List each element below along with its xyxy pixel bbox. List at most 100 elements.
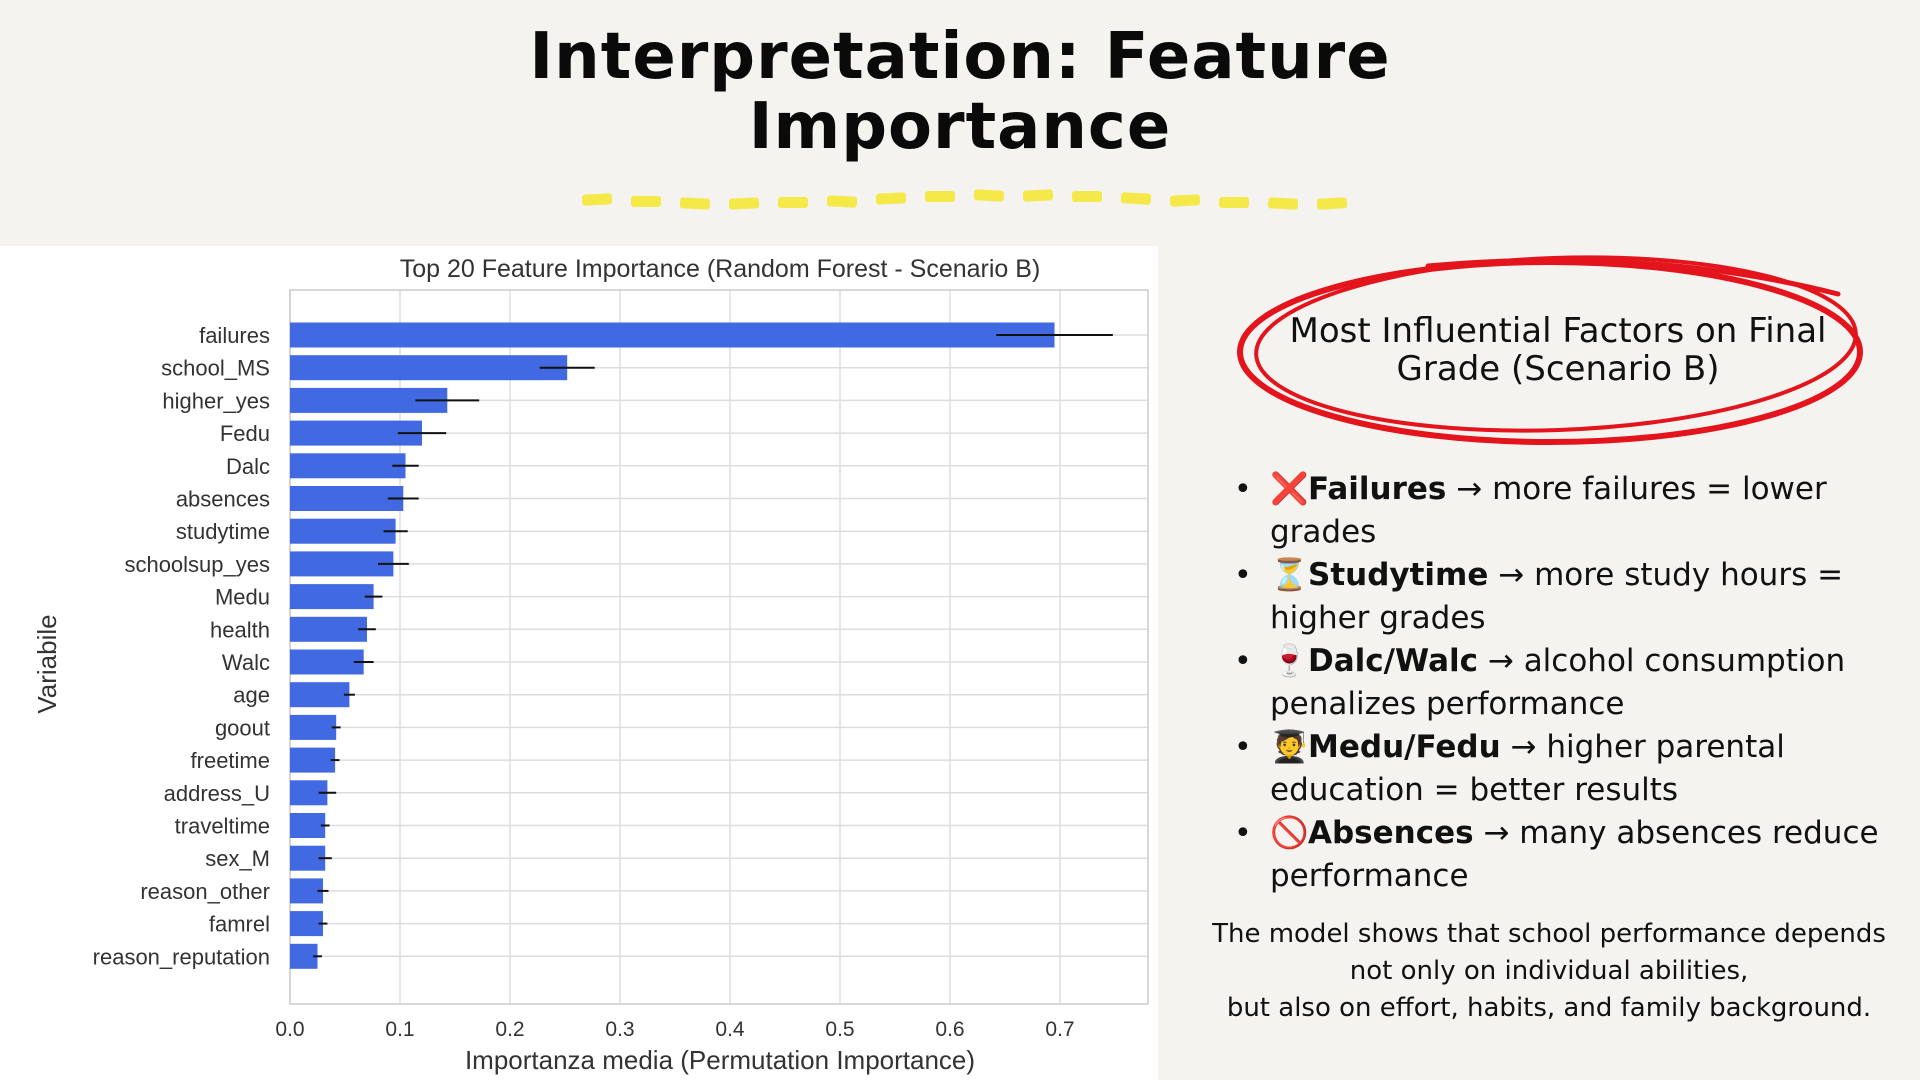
y-tick-label: goout: [215, 715, 270, 740]
hourglass-icon: ⏳: [1270, 557, 1309, 593]
title-underline: [581, 189, 1348, 210]
bar-Dalc: [290, 453, 406, 479]
x-tick-label: 0.7: [1045, 1018, 1074, 1041]
x-tick-label: 0.3: [605, 1018, 634, 1041]
key-point-text: → alcohol consumption penalizes performa…: [1270, 643, 1846, 722]
summary-line: not only on individual abilities,: [1349, 956, 1749, 986]
callout-heading: Most Influential Factors on Final Grade …: [1289, 311, 1827, 389]
underline-dash: [1022, 189, 1054, 202]
underline-dash: [1072, 191, 1102, 202]
y-tick-label: absences: [176, 487, 270, 512]
summary-line: The model shows that school performance …: [1212, 919, 1886, 949]
key-point-term: Medu/Fedu: [1308, 729, 1501, 765]
red-circle-scribble: [1237, 255, 1863, 445]
y-tick-labels: failures school_MS higher_yes Fedu Dalc absen…: [93, 323, 270, 969]
y-tick-label: failures: [199, 323, 270, 348]
underline-dash: [1219, 197, 1249, 208]
y-tick-label: address_U: [164, 781, 270, 806]
y-tick-label: studytime: [176, 519, 270, 544]
underline-dash: [778, 197, 808, 208]
key-point-text: → higher parental education = better res…: [1270, 729, 1785, 808]
key-point-term: Studytime: [1308, 557, 1489, 593]
underline-dash: [631, 196, 661, 207]
y-tick-label: freetime: [191, 748, 270, 773]
y-tick-label: schoolsup_yes: [124, 552, 270, 577]
underline-dash: [973, 189, 1005, 202]
y-tick-label: reason_other: [140, 879, 270, 904]
underline-dash: [1267, 197, 1299, 210]
key-points-list: • ❌Failures → more failures = lower grade…: [1234, 468, 1894, 898]
y-tick-label: famrel: [209, 912, 270, 937]
bullet-dot: •: [1234, 558, 1252, 593]
y-tick-label: health: [210, 617, 270, 642]
y-tick-label: school_MS: [161, 356, 270, 381]
y-axis-label: Variabile: [32, 614, 62, 713]
plot-frame: [289, 289, 1149, 1005]
underline-dash: [875, 192, 907, 205]
x-tick-label: 0.0: [275, 1018, 304, 1041]
bar-traveltime: [290, 813, 326, 838]
bullet-dot: •: [1234, 730, 1252, 765]
y-tick-label: traveltime: [175, 814, 270, 839]
x-tick-label: 0.5: [825, 1018, 854, 1041]
prohibited-icon: 🚫: [1270, 815, 1309, 851]
x-tick-label: 0.6: [935, 1018, 964, 1041]
bar-health: [290, 616, 367, 642]
chart-canvas: Top 20 Feature Importance (Random Forest…: [32, 255, 1149, 1075]
key-point-term: Failures: [1308, 471, 1447, 507]
wine-glass-icon: 🍷: [1270, 643, 1309, 679]
y-tick-label: reason_reputation: [93, 944, 270, 969]
bar-school_MS: [290, 355, 568, 381]
summary-text: The model shows that school performance …: [1178, 916, 1920, 1027]
cross-mark-icon: ❌: [1270, 471, 1309, 507]
bullet-dot: •: [1234, 816, 1252, 851]
feature-importance-chart: Top 20 Feature Importance (Random Forest…: [0, 246, 1158, 1080]
key-point-text: → more study hours = higher grades: [1270, 557, 1844, 636]
underline-dash: [826, 195, 858, 208]
key-point-item: • 🍷Dalc/Walc → alcohol consumption penali…: [1234, 640, 1894, 726]
bar-series: [290, 322, 1113, 969]
bar-schoolsup_yes: [290, 551, 394, 577]
bar-goout: [290, 714, 337, 740]
slide-title: Interpretation: Feature Importance: [529, 20, 1391, 164]
y-tick-label: higher_yes: [162, 388, 270, 413]
underline-dash: [581, 193, 613, 206]
underline-dash: [925, 191, 955, 202]
x-axis-label: Importanza media (Permutation Importance…: [465, 1045, 975, 1075]
key-point-text: → many absences reduce performance: [1270, 815, 1879, 894]
key-point-item: • ⏳Studytime → more study hours = higher …: [1234, 554, 1894, 640]
bullet-dot: •: [1234, 472, 1252, 507]
bar-freetime: [290, 747, 336, 773]
key-point-item: • 🚫Absences → many absences reduce perfor…: [1234, 812, 1894, 898]
bar-Walc: [290, 649, 364, 675]
callout-box: Most Influential Factors on Final Grade …: [1228, 244, 1888, 456]
underline-dash: [679, 197, 711, 210]
y-tick-label: Dalc: [226, 454, 270, 479]
bar-reason_reputation: [290, 943, 318, 969]
y-tick-label: Fedu: [220, 421, 270, 446]
key-point-term: Dalc/Walc: [1308, 643, 1478, 679]
bar-studytime: [290, 518, 396, 544]
key-point-item: • ❌Failures → more failures = lower grade…: [1234, 468, 1894, 554]
y-tick-label: age: [233, 683, 270, 708]
underline-dash: [1316, 197, 1348, 210]
underline-dash: [1169, 194, 1201, 207]
y-tick-label: sex_M: [205, 846, 270, 871]
bar-absences: [290, 486, 404, 511]
key-point-term: Absences: [1308, 815, 1474, 851]
bar-famrel: [290, 911, 323, 937]
y-tick-label: Medu: [215, 585, 270, 610]
x-tick-label: 0.4: [715, 1018, 745, 1041]
x-tick-label: 0.2: [495, 1018, 524, 1041]
bullet-dot: •: [1234, 644, 1252, 679]
bar-Medu: [290, 584, 374, 610]
key-point-item: • 🧑‍🎓Medu/Fedu → higher parental educatio…: [1234, 726, 1894, 812]
summary-line: but also on effort, habits, and family b…: [1226, 993, 1872, 1023]
x-tick-label: 0.1: [385, 1018, 414, 1041]
bar-age: [290, 682, 350, 708]
chart-title: Top 20 Feature Importance (Random Forest…: [400, 255, 1041, 283]
bar-failures: [290, 322, 1055, 348]
x-tick-labels: 0.0 0.1 0.2 0.3 0.4 0.5 0.6 0.7: [275, 1018, 1074, 1041]
graduate-icon: 🧑‍🎓: [1270, 729, 1309, 765]
underline-dash: [1120, 192, 1152, 205]
